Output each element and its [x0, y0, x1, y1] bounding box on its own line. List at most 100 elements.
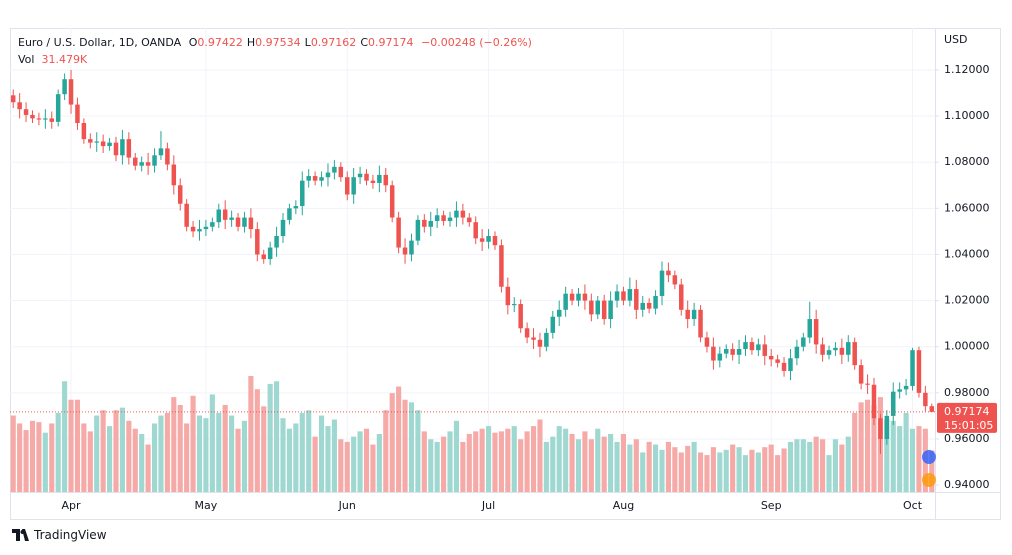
volume-bar [492, 432, 498, 492]
candle-body [775, 359, 780, 363]
candle-body [165, 148, 170, 165]
candle-body [640, 302, 645, 310]
x-tick-label: Jun [338, 499, 356, 512]
volume-bar [518, 439, 524, 492]
volume-bar [672, 447, 678, 492]
ohlc-value: 0.97162 [310, 36, 357, 49]
ohlc-value: 0.97174 [368, 36, 414, 49]
volume-bar [312, 436, 318, 492]
volume-bar [768, 444, 774, 492]
candle-body [55, 94, 61, 122]
volume-bar [820, 439, 826, 492]
volume-bar [10, 415, 16, 492]
candle-body [274, 236, 279, 248]
volume-bar [563, 428, 569, 492]
volume-bar [216, 412, 222, 492]
candle-body [556, 309, 562, 317]
volume-bar [511, 426, 517, 492]
candle-body [30, 114, 35, 119]
volume-bar [627, 444, 633, 492]
volume-bar [929, 450, 935, 492]
volume-bar [736, 447, 742, 492]
candle-body [858, 365, 864, 384]
volume-bar [196, 415, 203, 492]
volume-bar [697, 452, 704, 492]
volume-bar [749, 449, 755, 492]
ohlc-values: O0.97422 H0.97534 L0.97162 C0.97174 [189, 36, 418, 49]
volume-bar [858, 402, 864, 492]
volume-bar [864, 399, 871, 492]
volume-bar [286, 428, 292, 492]
candle-body [537, 339, 543, 347]
volume-bar [280, 418, 286, 492]
volume-bar [485, 426, 492, 492]
candle-body [505, 286, 511, 306]
indicator-icon[interactable] [922, 450, 936, 464]
volume-bar [550, 436, 556, 492]
volume-bar [299, 412, 305, 492]
ohlc-key: L [304, 36, 311, 49]
candle-body [145, 162, 151, 166]
y-tick-label: 1.02000 [944, 294, 990, 307]
candle-body [666, 270, 671, 276]
volume-bar [710, 447, 716, 492]
volume-bar [595, 428, 601, 492]
volume-bar [903, 412, 909, 492]
candle-body [68, 79, 74, 105]
volume-bar [755, 452, 761, 492]
volume-bar [363, 428, 370, 492]
volume-bar [376, 434, 382, 492]
indicator-icon[interactable] [922, 473, 936, 487]
candle-body [871, 384, 877, 419]
candle-body [306, 176, 311, 181]
volume-bar [87, 431, 93, 492]
volume-bar [473, 431, 479, 492]
candle-body [434, 215, 440, 222]
volume-bar [890, 420, 896, 492]
candle-body [846, 342, 851, 355]
y-tick-label: 1.10000 [944, 109, 990, 122]
candle-body [312, 176, 318, 181]
x-tick-label: Sep [761, 499, 782, 512]
candle-body [210, 222, 215, 227]
volume-bar [42, 432, 48, 492]
volume-bar [389, 393, 395, 492]
volume-bar [479, 428, 485, 492]
candle-body [460, 210, 466, 218]
y-tick-label: 0.96000 [944, 432, 990, 445]
candle-body [351, 177, 356, 195]
volume-bar [338, 439, 344, 492]
volume-bar [145, 444, 151, 492]
volume-bar [556, 426, 562, 492]
volume-bar [421, 431, 427, 492]
volume-bar [428, 439, 434, 492]
candle-body [396, 217, 401, 248]
volume-bar [318, 415, 325, 492]
candle-body [222, 209, 228, 220]
candle-body [415, 219, 421, 241]
x-tick-label: May [195, 499, 218, 512]
volume-bar [139, 434, 145, 492]
candle-body [672, 275, 678, 285]
brand[interactable]: TradingView [12, 528, 107, 542]
y-tick-label: 0.94000 [944, 478, 990, 491]
volume-bar [871, 405, 877, 492]
volume-bar [813, 436, 819, 492]
y-tick-label: 0.98000 [944, 386, 990, 399]
volume-bar [261, 406, 267, 492]
candle-body [120, 139, 125, 156]
volume-bar [106, 426, 113, 492]
volume-bar [36, 422, 42, 492]
candle-body [601, 300, 607, 320]
ohlc-key: O [188, 36, 198, 49]
volume-bar [633, 439, 639, 492]
axes: 0.94000 0.96000 0.98000 1.00000 1.02000 1.040… [10, 63, 997, 512]
volume-bar [254, 389, 260, 492]
candle-body [235, 217, 241, 227]
candle-body [75, 104, 80, 124]
candle-body [576, 293, 581, 301]
volume-bar [466, 434, 472, 492]
candle-body [762, 344, 768, 356]
candle-body [711, 346, 716, 361]
candle-body [608, 300, 613, 320]
